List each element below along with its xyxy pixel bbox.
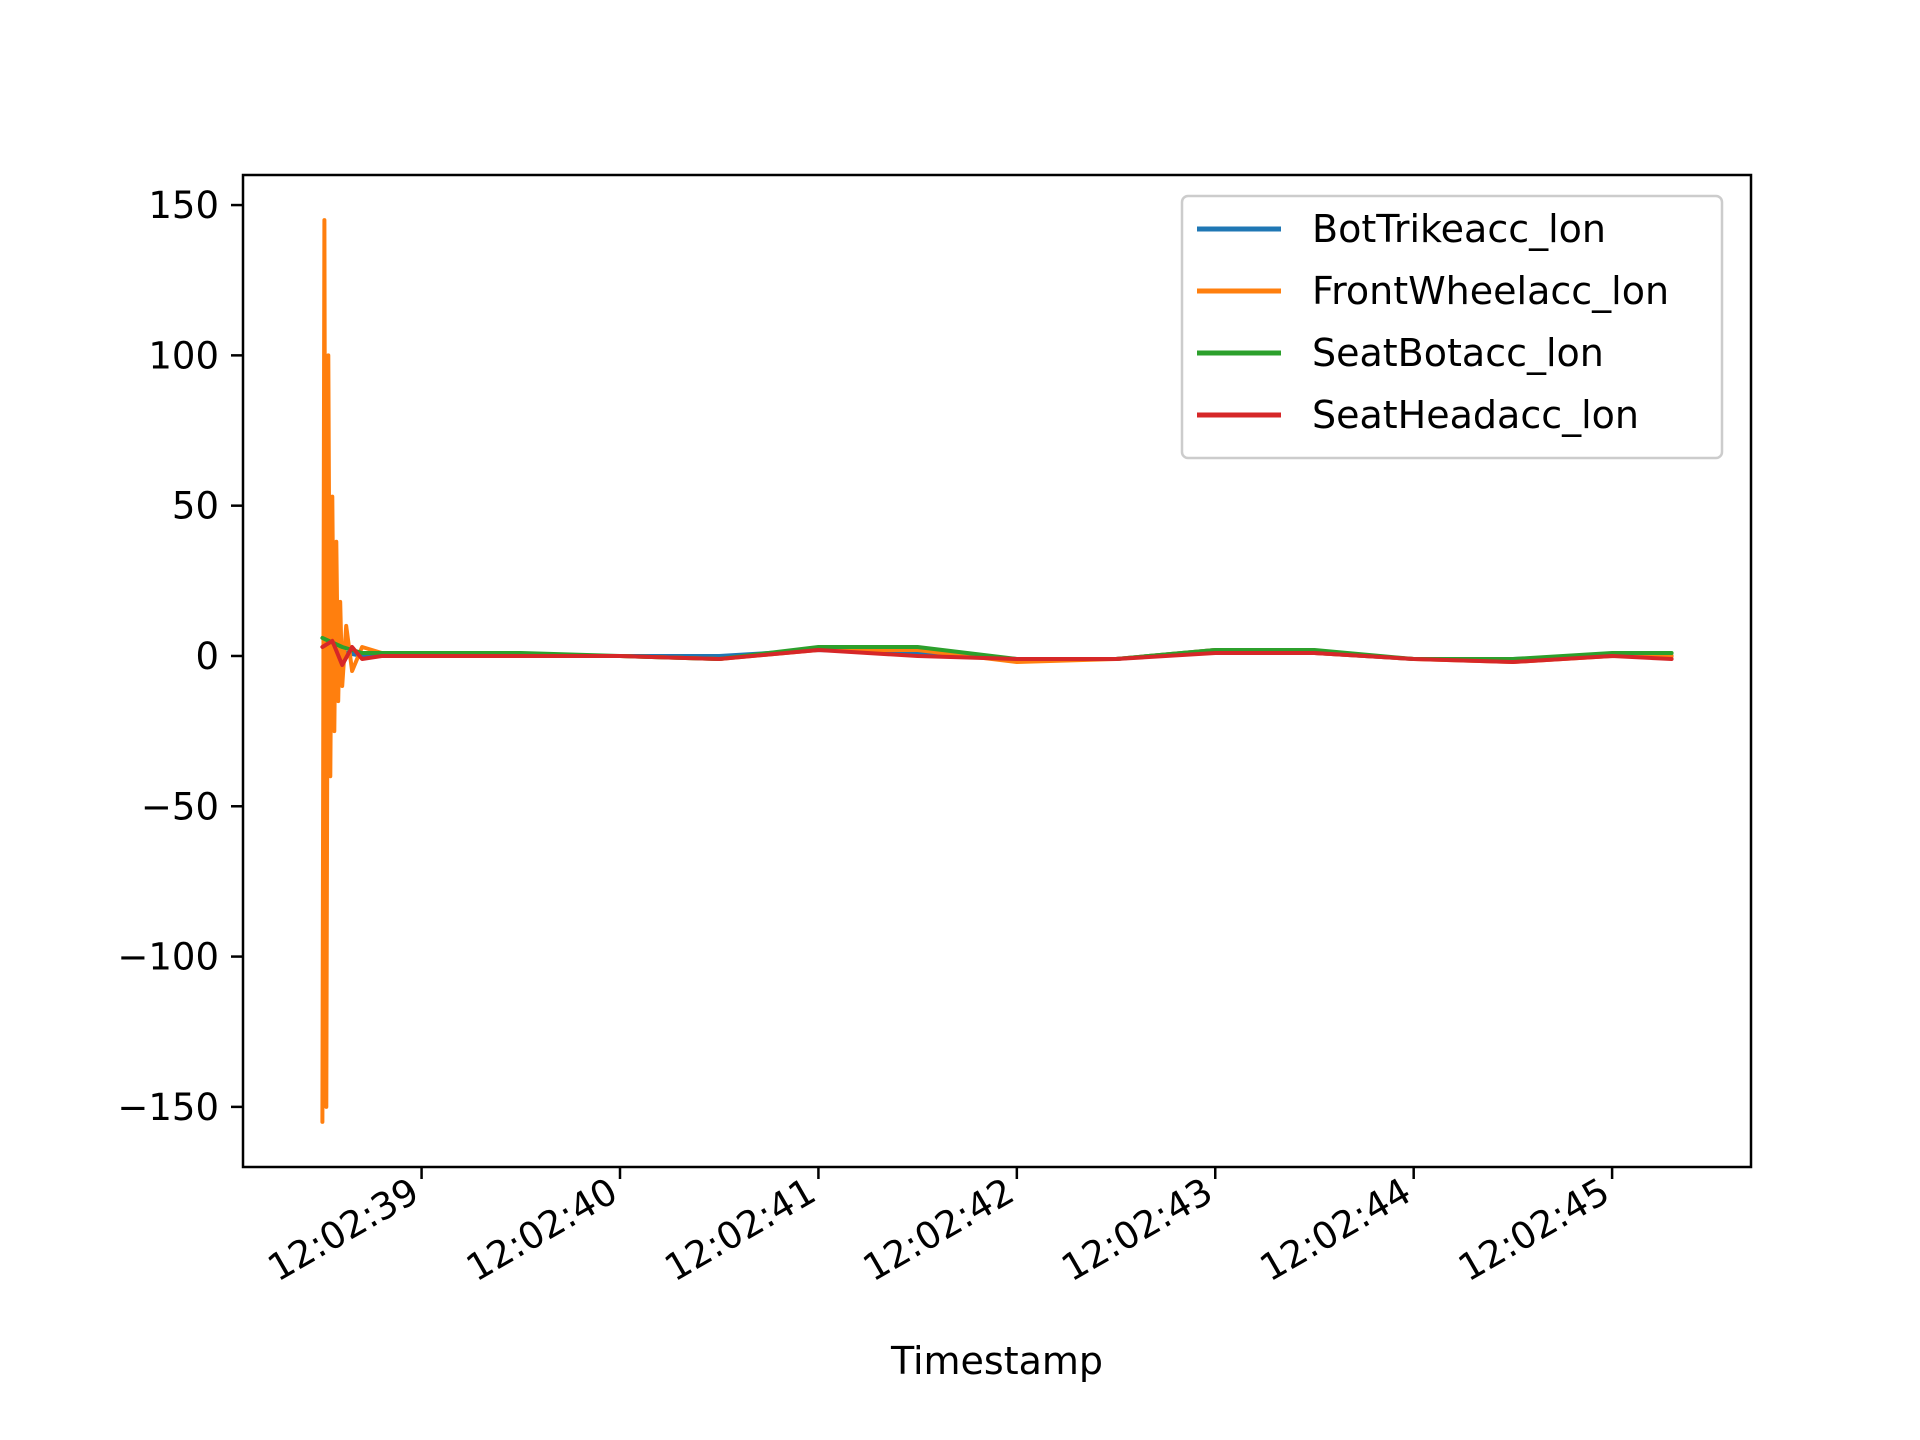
legend-label: SeatHeadacc_lon — [1312, 393, 1639, 437]
x-axis-label: Timestamp — [890, 1339, 1103, 1383]
plot-frame — [241, 173, 1753, 1169]
y-tick-label: 50 — [172, 485, 219, 528]
y-tick-label: −50 — [141, 785, 219, 828]
series-layer — [320, 218, 1674, 1124]
legend-label: BotTrikeacc_lon — [1312, 207, 1606, 251]
y-tick-label: −100 — [117, 936, 219, 979]
series-line-seatheadacc-lon — [320, 638, 1674, 667]
y-tick-label: 100 — [148, 334, 219, 377]
y-tick-label: −150 — [117, 1086, 219, 1129]
legend: BotTrikeacc_lon FrontWheelacc_lon SeatBota… — [1180, 194, 1724, 460]
y-tick-label: 0 — [195, 635, 219, 678]
legend-label: FrontWheelacc_lon — [1312, 269, 1669, 313]
legend-box — [1180, 194, 1724, 460]
y-axis: 150 100 50 0 −50 −100 −150 — [117, 184, 243, 1129]
y-tick-label: 150 — [148, 184, 219, 227]
legend-label: SeatBotacc_lon — [1312, 331, 1604, 375]
